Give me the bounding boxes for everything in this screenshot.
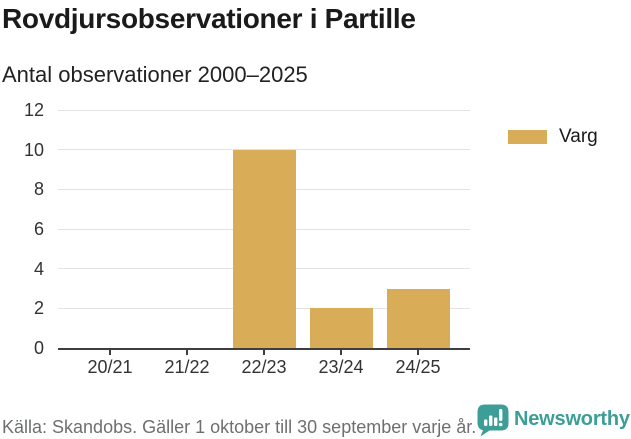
bar-24-25 <box>386 288 450 348</box>
legend-swatch-varg <box>508 130 547 144</box>
x-tick <box>263 350 265 355</box>
newsworthy-logo-icon <box>477 404 509 439</box>
y-tick-label: 12 <box>23 100 44 120</box>
x-tick <box>186 350 188 355</box>
source-note: Källa: Skandobs. Gäller 1 oktober till 3… <box>2 417 477 437</box>
chart-subtitle: Antal observationer 2000–2025 <box>2 62 308 87</box>
legend-label: Varg <box>559 126 598 147</box>
x-tick-label: 22/23 <box>241 357 287 377</box>
chart-title: Rovdjursobservationer i Partille <box>2 3 416 34</box>
y-tick-label: 10 <box>23 139 44 160</box>
y-tick-label: 4 <box>33 258 44 279</box>
x-axis: 20/21 21/22 22/23 23/24 24/25 <box>58 357 470 381</box>
x-tick <box>417 350 419 355</box>
y-axis: 0 2 4 6 8 10 12 <box>0 100 44 358</box>
newsworthy-wordmark: Newsworthy <box>514 408 630 430</box>
gridline <box>58 149 470 151</box>
y-tick-label: 2 <box>33 298 44 319</box>
bar-23-24 <box>309 308 373 348</box>
y-tick-label: 8 <box>33 179 44 200</box>
x-tick <box>340 350 342 355</box>
y-tick-label: 0 <box>33 338 44 358</box>
gridline <box>58 109 470 111</box>
x-tick-label: 23/24 <box>318 357 364 377</box>
y-tick-label: 6 <box>33 219 44 239</box>
x-tick <box>109 350 111 355</box>
x-tick-label: 21/22 <box>164 357 210 377</box>
plot-area <box>58 109 470 350</box>
x-tick-label: 24/25 <box>395 357 441 377</box>
x-tick-label: 20/21 <box>87 357 133 377</box>
bar-22-23 <box>232 149 296 348</box>
